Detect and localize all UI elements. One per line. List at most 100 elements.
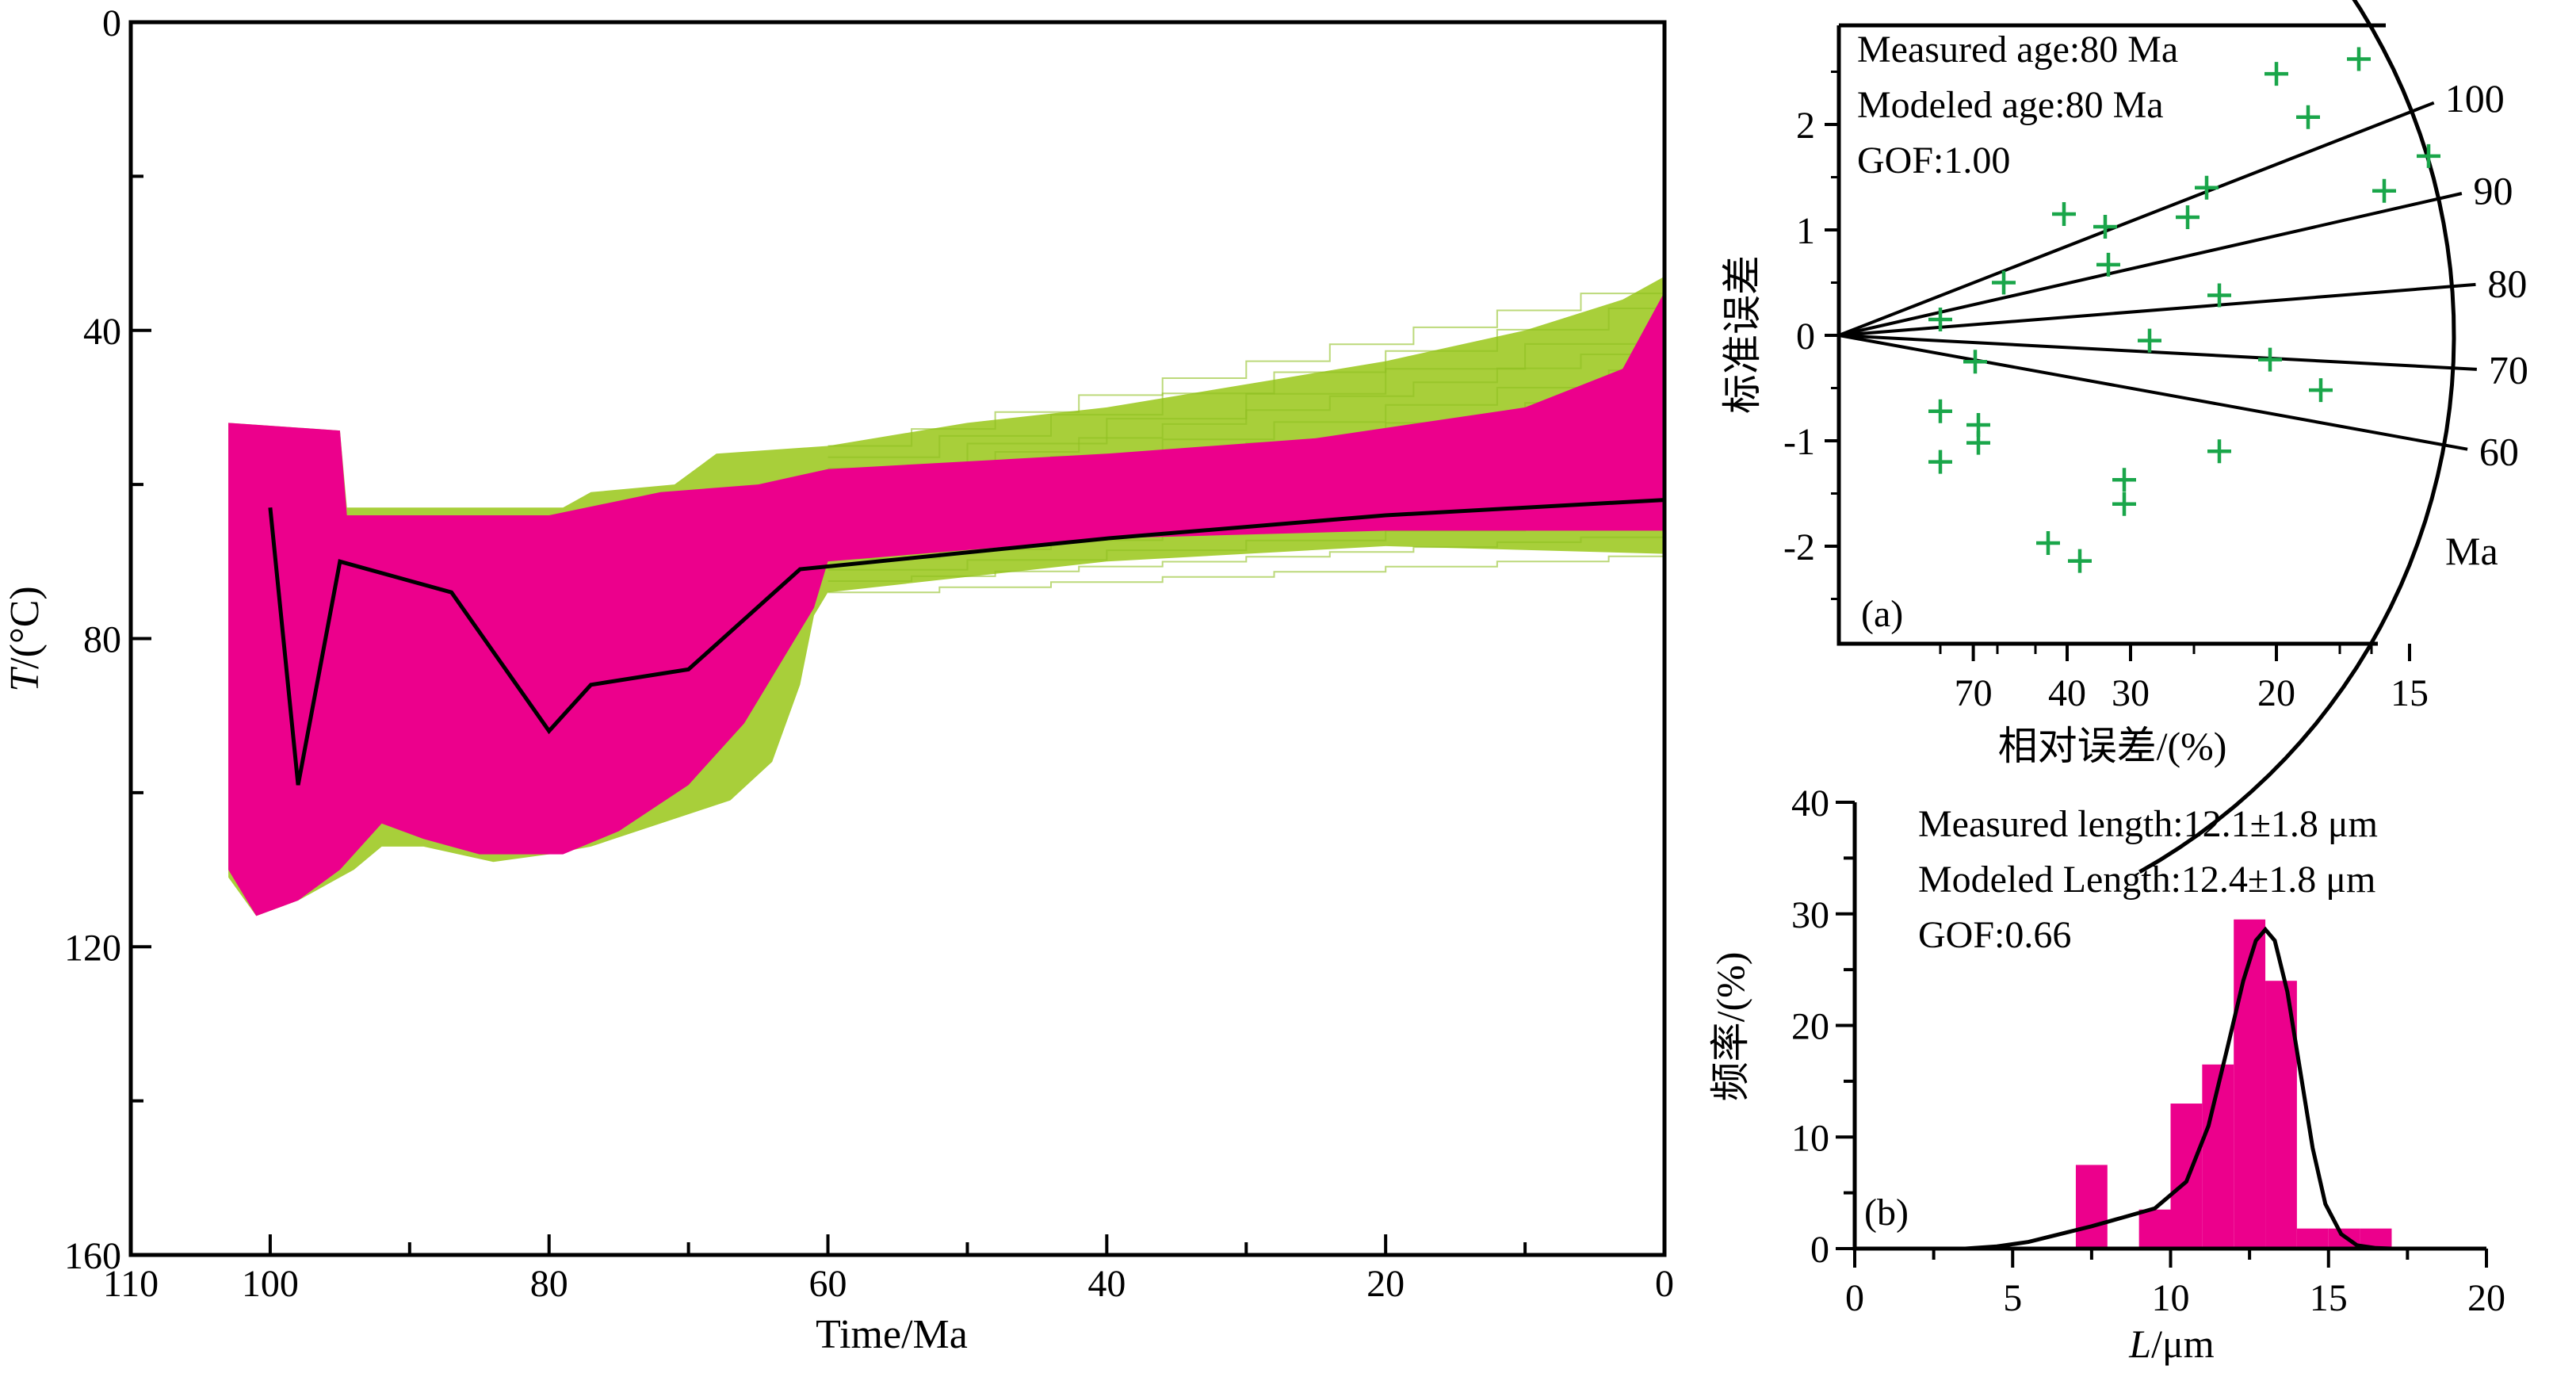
radial-age-ray [1838, 334, 2477, 371]
good-path-line [827, 297, 1665, 458]
radial-point [1963, 350, 1987, 374]
radial-y-tick-label: 2 [1796, 105, 1815, 147]
good-path-line [827, 319, 1665, 469]
histogram-x-tick-label: 5 [2003, 1277, 2022, 1319]
radial-point [2417, 143, 2440, 168]
radial-annotation-measured-age: Measured age:80 Ma [1857, 29, 2178, 71]
histogram-y-tick-label: 10 [1791, 1117, 1829, 1159]
histogram-x-tick-label: 20 [2467, 1277, 2505, 1319]
radial-points [1928, 47, 2440, 573]
radial-x-ticks: 70 40 30 20 15 [1939, 644, 2429, 714]
radial-age-unit: Ma [2445, 529, 2498, 573]
radial-x-tick-label: 15 [2391, 672, 2429, 714]
radial-point [2112, 492, 2136, 516]
radial-age-label: 80 [2487, 262, 2527, 306]
histogram-y-tick-label: 30 [1791, 894, 1829, 936]
thermal-x-tick-label: 20 [1366, 1263, 1405, 1305]
histogram-y-tick-label: 20 [1791, 1006, 1829, 1048]
radial-point [1928, 308, 1952, 332]
acceptable-path-envelope [228, 292, 1665, 916]
thermal-y-tick-label: 160 [64, 1235, 121, 1277]
histogram-x-tick-label: 15 [2310, 1277, 2348, 1319]
radial-point [2093, 215, 2117, 239]
radial-age-ray [1838, 101, 2435, 337]
radial-x-tick-label: 70 [1955, 672, 1993, 714]
histogram-bars [2075, 919, 2392, 1249]
radial-y-axis-title: 标准误差 [1720, 255, 1764, 414]
radial-point [2195, 175, 2219, 200]
radial-age-ray [1838, 192, 2463, 337]
radial-age-ray [1838, 282, 2476, 337]
thermal-y-tick-label: 0 [102, 2, 121, 44]
histogram-bar [2075, 1165, 2108, 1249]
radial-point [2176, 205, 2200, 230]
radial-y-tick-label: -2 [1783, 526, 1815, 568]
radial-x-axis-title: 相对误差/(%) [1998, 724, 2227, 768]
radial-point [2372, 178, 2396, 203]
histogram-bar [2170, 1104, 2203, 1249]
thermal-y-axis-title: T/(°C) [2, 586, 48, 691]
radial-y-tick-label: 1 [1796, 210, 1815, 252]
thermal-x-ticks: 110 100 80 60 40 20 0 [103, 1234, 1674, 1305]
histogram-annotation-gof: GOF:0.66 [1918, 914, 2071, 956]
radial-x-tick-label: 20 [2257, 672, 2295, 714]
thermal-x-axis-title: Time/Ma [816, 1312, 968, 1357]
good-path-line [827, 276, 1665, 447]
radial-point [2265, 62, 2288, 86]
good-path-line [827, 553, 1665, 594]
radial-point [2296, 105, 2320, 129]
thermal-x-tick-label: 80 [530, 1263, 568, 1305]
thermal-y-tick-label: 120 [64, 927, 121, 969]
histogram-x-tick-label: 0 [1845, 1277, 1864, 1319]
radial-point [2207, 283, 2231, 308]
histogram-bar [2138, 1209, 2171, 1249]
radial-point [1928, 449, 1952, 474]
thermal-y-ticks: 0 40 80 120 160 [64, 2, 151, 1277]
thermal-history-chart: 110 100 80 60 40 20 0 0 40 80 120 160 Time/Ma T/(°… [2, 2, 1674, 1357]
radial-panel-label: (a) [1861, 593, 1903, 635]
histogram-x-axis-unit: /μm [2151, 1322, 2215, 1366]
histogram-model-curve [1965, 926, 2392, 1251]
thermal-y-axis-symbol: T [2, 667, 48, 692]
radial-age-label: 60 [2479, 429, 2519, 473]
radial-point [2036, 531, 2060, 556]
histogram-x-axis-symbol: L [2128, 1322, 2151, 1366]
histogram-bar [2202, 1064, 2234, 1249]
radial-age-ray [1838, 334, 2468, 451]
radial-age-label: 90 [2473, 169, 2513, 213]
radial-point [2347, 47, 2371, 71]
length-histogram-chart: 0 5 10 15 20 0 10 20 30 40 Measured length:12.1±… [1708, 782, 2505, 1366]
radial-point [2138, 328, 2161, 353]
thermal-x-tick-label: 60 [809, 1263, 847, 1305]
radial-annotation-modeled-age: Modeled age:80 Ma [1857, 84, 2164, 126]
histogram-x-axis-title: L/μm [2128, 1322, 2215, 1366]
histogram-y-tick-label: 0 [1810, 1229, 1829, 1271]
good-path-line [827, 532, 1665, 583]
thermal-y-tick-label: 80 [83, 619, 121, 661]
thermal-x-tick-label: 40 [1087, 1263, 1126, 1305]
radial-x-tick-label: 40 [2048, 672, 2086, 714]
histogram-x-ticks: 0 5 10 15 20 [1845, 1249, 2505, 1319]
radial-age-rays [1838, 101, 2477, 451]
radial-point [1992, 270, 2016, 295]
radial-point [1928, 399, 1952, 423]
radial-y-tick-label: -1 [1783, 421, 1815, 463]
radial-point [2207, 439, 2231, 464]
histogram-annotation-modeled-length: Modeled Length:12.4±1.8 μm [1918, 859, 2375, 901]
thermal-x-tick-label: 100 [242, 1263, 299, 1305]
radial-point [2258, 347, 2282, 372]
histogram-y-axis-title: 频率/(%) [1708, 952, 1752, 1102]
histogram-y-tick-label: 40 [1791, 782, 1829, 824]
histogram-x-tick-label: 10 [2152, 1277, 2190, 1319]
radial-age-labels: 100 90 80 70 60 [2445, 76, 2528, 473]
radial-x-tick-label: 30 [2112, 672, 2150, 714]
radial-age-arc [2138, 0, 2456, 874]
thermal-x-tick-label: 0 [1655, 1263, 1674, 1305]
radial-plot-chart: -2 -1 0 1 2 70 40 30 20 15 100 90 80 70 60 Ma Measur… [1720, 0, 2528, 874]
radial-y-ticks: -2 -1 0 1 2 [1783, 71, 1839, 600]
radial-age-label: 100 [2445, 76, 2505, 121]
thermal-x-tick-label: 110 [103, 1263, 159, 1305]
histogram-annotation-measured-length: Measured length:12.1±1.8 μm [1918, 803, 2378, 845]
radial-annotation-gof: GOF:1.00 [1857, 140, 2010, 182]
